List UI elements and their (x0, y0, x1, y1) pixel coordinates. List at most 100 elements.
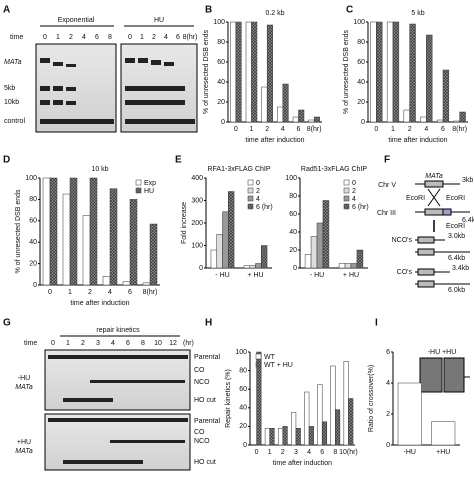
bar (356, 249, 364, 269)
x-tick-label: 4 (307, 449, 311, 456)
lane-label: 0 (128, 34, 132, 41)
bar (102, 276, 111, 286)
bar (261, 86, 268, 123)
y-tick-label: 0 (221, 119, 225, 126)
y-tick-label: 4 (386, 380, 390, 387)
y-tick-label: 100 (235, 349, 247, 356)
bar (316, 222, 324, 269)
bar (256, 351, 262, 446)
y-tick-label: 60 (217, 59, 225, 66)
bar (409, 23, 416, 123)
bar (436, 119, 444, 123)
y-axis-label: % of unresected DSB ends (203, 29, 210, 114)
y-tick-label: 40 (217, 79, 225, 86)
y-tick-label: 80 (217, 39, 225, 46)
x-tick-label: +HU (436, 449, 450, 456)
bar (350, 263, 358, 269)
x-tick-label: 2 (281, 449, 285, 456)
y-tick-label: 20 (239, 423, 247, 430)
bar (264, 428, 270, 446)
x-tick-label: 6 (128, 289, 132, 296)
y-tick-label: 60 (29, 218, 37, 225)
diagram-shapes (415, 180, 470, 288)
y-tick-label: 100 (191, 242, 203, 249)
bar (49, 177, 58, 286)
x-tick-label: 8(hr) (307, 126, 322, 133)
panel-letter: A (3, 5, 10, 16)
legend-swatch (255, 361, 262, 368)
y-tick-label: 60 (357, 59, 365, 66)
inset-blot (419, 357, 443, 393)
bar (282, 83, 289, 123)
diagram-label: CO's (397, 269, 413, 276)
panel-letter: E (175, 155, 182, 166)
bar (420, 116, 427, 123)
lane-label: 6 (126, 340, 130, 347)
panel-letter: H (205, 318, 212, 329)
lane-label: 8 (141, 340, 145, 347)
lane-label: 2 (152, 34, 156, 41)
y-tick-label: 20 (29, 260, 37, 267)
bar (210, 249, 217, 269)
bar (122, 281, 131, 286)
inset-blot (443, 357, 465, 393)
diagram-label: 6.0kb (448, 287, 465, 294)
gel-bands (48, 355, 188, 464)
legend-label: 6 (hr) (352, 204, 369, 211)
bar (277, 428, 284, 446)
y-tick-label: 100 (213, 19, 225, 26)
band-label: Parental (194, 354, 221, 361)
bar (453, 120, 460, 123)
bar (386, 21, 394, 123)
y-tick-label: 60 (239, 386, 247, 393)
x-axis-label: time after induction (245, 137, 304, 144)
bar (222, 211, 229, 269)
x-tick-label: 0 (255, 449, 259, 456)
band-label: NCO (194, 379, 210, 386)
y-tick-label: 0 (243, 442, 247, 449)
y-tick-label: 200 (191, 220, 203, 227)
diagram-label: EcoRI (446, 223, 465, 230)
diagram-label: 3.4kb (452, 265, 469, 272)
lane-label: 1 (140, 34, 144, 41)
unit-label: (hr) (183, 340, 194, 347)
diagram-label: Chr V (378, 182, 396, 189)
y-tick-label: 40 (239, 405, 247, 412)
bar (82, 215, 91, 286)
chart-title: Rad51-3xFLAG ChIP (301, 166, 367, 173)
bar (249, 265, 256, 269)
y-tick-label: 80 (29, 196, 37, 203)
bar (42, 177, 51, 286)
legend-label: 0 (256, 180, 260, 187)
bar (376, 21, 383, 123)
bar (304, 391, 310, 446)
x-axis-label: time after induction (70, 300, 129, 307)
y-axis-label: % of unresected DSB ends (15, 189, 22, 274)
x-tick-label: 6 (441, 126, 445, 133)
bar (370, 21, 377, 123)
bar (269, 428, 275, 446)
y-tick-label: 0 (199, 265, 203, 272)
bar (403, 109, 410, 123)
y-tick-label: 300 (191, 197, 203, 204)
bar (292, 116, 299, 123)
gel-header: HU (154, 17, 164, 24)
band-label: CO (194, 367, 205, 374)
legend-swatch (135, 187, 142, 194)
x-tick-label: 6 (320, 449, 324, 456)
diagram-label: 6.4kb (448, 255, 465, 262)
bar (426, 34, 433, 123)
row-label: 10kb (4, 99, 19, 106)
band-label: HO cut (194, 397, 216, 404)
x-tick-label: 2 (408, 126, 412, 133)
bar (89, 177, 98, 286)
y-tick-label: 100 (25, 175, 37, 182)
diagram-label: EcoRI (446, 195, 465, 202)
y-tick-label: 80 (357, 39, 365, 46)
x-tick-label: 10(hr) (339, 449, 358, 456)
y-tick-label: 0 (386, 442, 390, 449)
blot-strain: MATa (15, 448, 33, 455)
lane-label: 1 (56, 34, 60, 41)
chart-title: 5 kb (411, 10, 424, 17)
legend-swatch (255, 353, 262, 360)
